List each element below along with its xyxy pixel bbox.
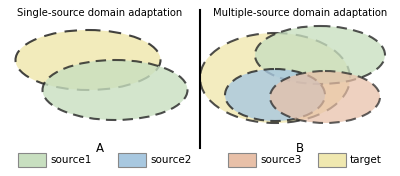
Text: Multiple-source domain adaptation: Multiple-source domain adaptation bbox=[213, 8, 387, 18]
Ellipse shape bbox=[42, 60, 188, 120]
FancyBboxPatch shape bbox=[18, 153, 46, 167]
Text: source3: source3 bbox=[260, 155, 301, 165]
Text: source1: source1 bbox=[50, 155, 91, 165]
Ellipse shape bbox=[255, 26, 385, 84]
Ellipse shape bbox=[270, 71, 380, 123]
Ellipse shape bbox=[225, 69, 325, 121]
Text: A: A bbox=[96, 142, 104, 155]
FancyBboxPatch shape bbox=[118, 153, 146, 167]
Ellipse shape bbox=[16, 30, 160, 90]
Text: B: B bbox=[296, 142, 304, 155]
Text: Single-source domain adaptation: Single-source domain adaptation bbox=[17, 8, 183, 18]
Text: source2: source2 bbox=[150, 155, 191, 165]
FancyBboxPatch shape bbox=[228, 153, 256, 167]
Text: target: target bbox=[350, 155, 382, 165]
Ellipse shape bbox=[200, 33, 350, 123]
FancyBboxPatch shape bbox=[318, 153, 346, 167]
